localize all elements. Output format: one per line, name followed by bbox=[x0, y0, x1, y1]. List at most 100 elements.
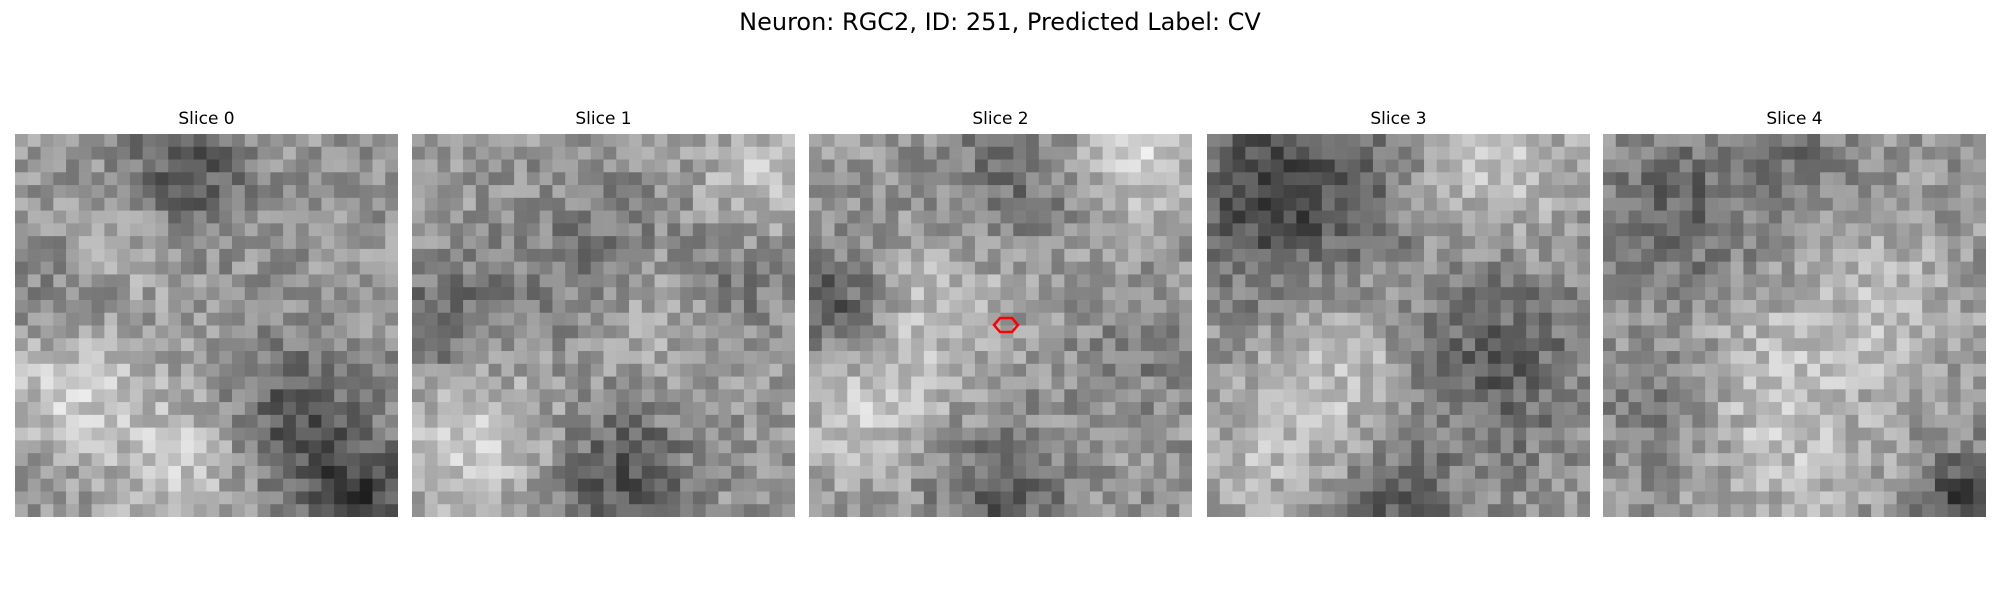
pixel bbox=[1538, 287, 1553, 301]
pixel bbox=[782, 312, 795, 327]
pixel bbox=[1038, 376, 1053, 390]
pixel bbox=[1038, 491, 1053, 505]
pixel bbox=[244, 376, 259, 390]
pixel bbox=[1360, 414, 1374, 429]
pixel bbox=[219, 440, 233, 454]
pixel bbox=[412, 376, 426, 390]
pixel bbox=[629, 159, 643, 173]
pixel bbox=[552, 440, 566, 454]
pixel bbox=[731, 440, 745, 454]
pixel bbox=[463, 261, 477, 276]
pixel bbox=[911, 389, 925, 403]
pixel bbox=[1730, 236, 1745, 250]
pixel bbox=[437, 172, 451, 186]
pixel bbox=[193, 351, 208, 365]
pixel bbox=[463, 351, 477, 365]
pixel bbox=[1551, 287, 1566, 301]
pixel bbox=[155, 185, 169, 199]
pixel bbox=[1360, 299, 1374, 314]
pixel bbox=[437, 402, 451, 416]
pixel bbox=[155, 223, 169, 237]
pixel bbox=[1128, 402, 1142, 416]
pixel bbox=[1794, 414, 1808, 429]
pixel bbox=[1692, 159, 1706, 173]
pixel bbox=[501, 287, 515, 301]
pixel bbox=[1038, 440, 1053, 454]
pixel bbox=[424, 427, 439, 441]
pixel bbox=[923, 351, 938, 365]
pixel bbox=[270, 299, 284, 314]
pixel bbox=[1705, 134, 1719, 148]
pixel bbox=[1641, 414, 1655, 429]
pixel bbox=[1153, 389, 1168, 403]
pixel bbox=[526, 312, 541, 327]
pixel bbox=[232, 248, 246, 263]
pixel bbox=[15, 197, 29, 212]
pixel bbox=[372, 363, 386, 378]
pixel bbox=[129, 453, 144, 467]
pixel bbox=[718, 453, 732, 467]
pixel bbox=[565, 197, 579, 212]
pixel bbox=[1102, 223, 1116, 237]
pixel bbox=[1845, 299, 1859, 314]
pixel bbox=[898, 465, 912, 480]
pixel bbox=[1666, 274, 1681, 288]
pixel bbox=[1128, 172, 1142, 186]
pixel bbox=[769, 402, 783, 416]
pixel bbox=[1743, 453, 1757, 467]
pixel bbox=[629, 465, 643, 480]
pixel bbox=[1615, 185, 1630, 199]
pixel bbox=[1089, 351, 1104, 365]
pixel bbox=[872, 363, 887, 378]
pixel bbox=[1717, 440, 1732, 454]
pixel bbox=[1026, 440, 1040, 454]
pixel bbox=[885, 414, 899, 429]
pixel bbox=[488, 478, 502, 493]
pixel bbox=[1128, 312, 1142, 327]
pixel bbox=[769, 185, 783, 199]
pixel bbox=[1115, 402, 1129, 416]
pixel bbox=[206, 504, 220, 517]
pixel bbox=[1128, 159, 1142, 173]
pixel bbox=[1845, 248, 1859, 263]
pixel bbox=[1475, 299, 1489, 314]
pixel bbox=[244, 299, 259, 314]
pixel bbox=[949, 197, 963, 212]
pixel bbox=[1115, 414, 1129, 429]
pixel bbox=[1038, 465, 1053, 480]
pixel bbox=[667, 376, 681, 390]
pixel bbox=[15, 210, 29, 224]
pixel bbox=[1166, 134, 1180, 148]
pixel bbox=[1219, 427, 1234, 441]
pixel bbox=[526, 299, 541, 314]
pixel bbox=[270, 223, 284, 237]
pixel bbox=[1258, 427, 1272, 441]
pixel bbox=[552, 223, 566, 237]
pixel bbox=[1026, 197, 1040, 212]
pixel bbox=[1436, 274, 1451, 288]
pixel bbox=[1051, 389, 1065, 403]
pixel bbox=[117, 402, 131, 416]
pixel bbox=[244, 236, 259, 250]
pixel bbox=[1013, 376, 1027, 390]
pixel bbox=[1934, 504, 1949, 517]
pixel bbox=[1947, 312, 1962, 327]
pixel bbox=[1909, 197, 1923, 212]
pixel bbox=[1781, 223, 1796, 237]
pixel bbox=[1960, 465, 1974, 480]
pixel bbox=[1858, 134, 1872, 148]
pixel bbox=[1666, 363, 1681, 378]
pixel bbox=[1258, 185, 1272, 199]
pixel bbox=[1871, 440, 1885, 454]
pixel bbox=[1411, 504, 1425, 517]
pixel bbox=[1013, 210, 1027, 224]
pixel bbox=[1296, 453, 1310, 467]
pixel bbox=[1089, 440, 1104, 454]
pixel bbox=[1628, 197, 1642, 212]
pixel bbox=[1487, 338, 1502, 352]
pixel bbox=[1807, 402, 1821, 416]
pixel bbox=[295, 427, 310, 441]
pixel bbox=[1360, 363, 1374, 378]
pixel bbox=[424, 338, 439, 352]
pixel bbox=[590, 414, 605, 429]
